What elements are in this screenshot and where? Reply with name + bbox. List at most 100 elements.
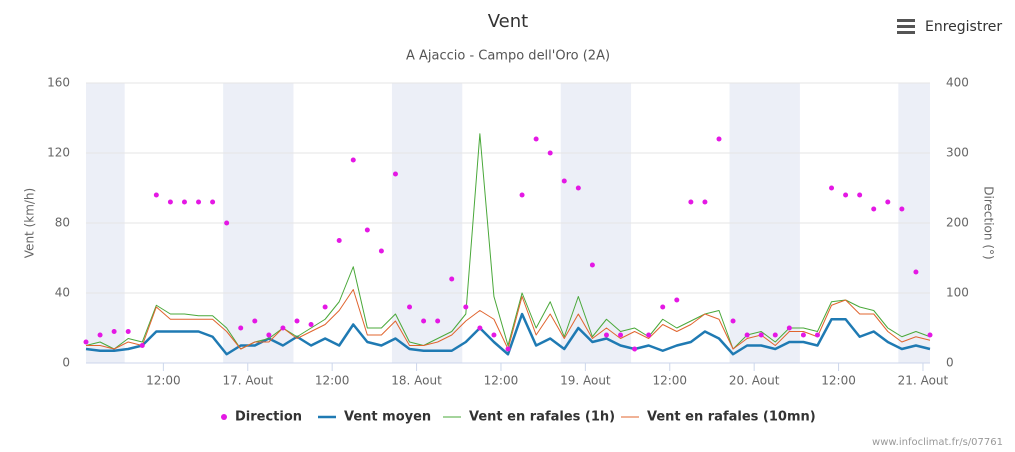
- y2-tick-label: 0: [946, 356, 954, 370]
- direction-point: [252, 318, 258, 324]
- direction-point: [463, 304, 469, 310]
- x-tick-label: 12:00: [146, 374, 181, 388]
- direction-point: [786, 325, 792, 331]
- direction-point: [660, 304, 666, 310]
- direction-point: [772, 332, 778, 338]
- menu-icon-bar: [897, 25, 915, 28]
- direction-point: [125, 329, 131, 334]
- direction-point: [885, 199, 891, 205]
- direction-point: [407, 304, 413, 310]
- legend-item[interactable]: Direction: [221, 410, 302, 425]
- direction-point: [238, 325, 244, 331]
- direction-point: [364, 227, 370, 233]
- direction-point: [266, 332, 272, 338]
- direction-point: [800, 332, 806, 338]
- direction-point: [449, 276, 455, 282]
- y-tick-label: 160: [47, 76, 70, 90]
- direction-point: [477, 325, 483, 331]
- direction-point: [814, 332, 820, 338]
- direction-point: [913, 269, 919, 275]
- chart-title: Vent: [488, 11, 528, 32]
- direction-point: [435, 318, 441, 324]
- legend-item[interactable]: Vent moyen: [318, 410, 431, 425]
- direction-point: [702, 199, 708, 205]
- x-tick-label: 20. Aout: [729, 374, 780, 388]
- legend-label: Direction: [235, 410, 302, 425]
- direction-point: [280, 325, 286, 331]
- legend-symbol: [221, 414, 227, 420]
- y-tick-label: 80: [55, 216, 70, 230]
- legend-label: Vent moyen: [344, 410, 431, 425]
- direction-point: [758, 332, 764, 338]
- series-line: [85, 312, 931, 356]
- direction-point: [322, 304, 328, 310]
- y2-axis-title: Direction (°): [982, 186, 996, 259]
- x-tick-label: 19. Aout: [560, 374, 611, 388]
- direction-point: [97, 332, 103, 338]
- series-line: [86, 289, 931, 350]
- y-tick-label: 40: [55, 286, 70, 300]
- y-tick-label: 120: [47, 146, 70, 160]
- legend-label: Vent en rafales (10mn): [647, 410, 816, 425]
- x-tick-label: 12:00: [484, 374, 519, 388]
- direction-point: [674, 297, 680, 303]
- direction-point: [575, 185, 581, 191]
- direction-point: [618, 332, 624, 338]
- direction-point: [829, 185, 835, 191]
- chart-subtitle: A Ajaccio - Campo dell'Oro (2A): [406, 49, 610, 64]
- direction-point: [857, 192, 863, 198]
- direction-point: [561, 178, 567, 184]
- x-tick-label: 12:00: [652, 374, 687, 388]
- direction-point: [843, 192, 849, 198]
- direction-point: [196, 199, 202, 205]
- menu-icon-bar: [897, 31, 915, 34]
- menu-icon-bar: [897, 19, 915, 22]
- direction-point: [871, 206, 877, 212]
- y2-tick-label: 400: [946, 76, 969, 90]
- direction-point: [294, 318, 300, 324]
- y2-tick-label: 100: [946, 286, 969, 300]
- direction-point: [547, 150, 553, 156]
- menu-button[interactable]: Enregistrer: [897, 19, 1002, 35]
- direction-point: [421, 318, 427, 324]
- direction-point: [646, 332, 652, 338]
- y2-tick-label: 200: [946, 216, 969, 230]
- direction-point: [336, 238, 342, 243]
- y2-tick-label: 300: [946, 146, 969, 160]
- direction-point: [350, 157, 356, 163]
- x-tick-label: 21. Aout: [898, 374, 949, 388]
- legend-item[interactable]: Vent en rafales (1h): [443, 410, 615, 425]
- direction-point: [167, 199, 173, 205]
- x-tick-label: 12:00: [821, 374, 856, 388]
- direction-point: [716, 136, 722, 142]
- y-tick-label: 0: [62, 356, 70, 370]
- series-line: [85, 133, 931, 350]
- direction-point: [519, 192, 525, 198]
- direction-point: [632, 346, 638, 352]
- direction-point: [210, 199, 216, 205]
- direction-point: [589, 262, 595, 268]
- direction-point: [688, 199, 694, 205]
- legend-label: Vent en rafales (1h): [469, 410, 615, 425]
- direction-point: [533, 136, 539, 142]
- direction-point: [378, 248, 384, 254]
- direction-point: [83, 339, 89, 345]
- direction-point: [491, 332, 497, 338]
- direction-point: [603, 332, 609, 338]
- direction-point: [730, 318, 736, 324]
- direction-point: [505, 346, 511, 352]
- direction-point: [139, 343, 145, 348]
- direction-point: [927, 332, 933, 338]
- direction-point: [899, 206, 905, 212]
- direction-point: [224, 220, 230, 226]
- menu-label[interactable]: Enregistrer: [925, 19, 1002, 35]
- y-axis-title: Vent (km/h): [23, 188, 37, 258]
- credit: www.infoclimat.fr/s/07761: [872, 437, 1003, 448]
- x-tick-label: 12:00: [315, 374, 350, 388]
- legend-item[interactable]: Vent en rafales (10mn): [621, 410, 816, 425]
- x-tick-label: 18. Aout: [391, 374, 442, 388]
- x-tick-label: 17. Aout: [222, 374, 273, 388]
- direction-point: [392, 171, 398, 177]
- direction-point: [744, 332, 750, 338]
